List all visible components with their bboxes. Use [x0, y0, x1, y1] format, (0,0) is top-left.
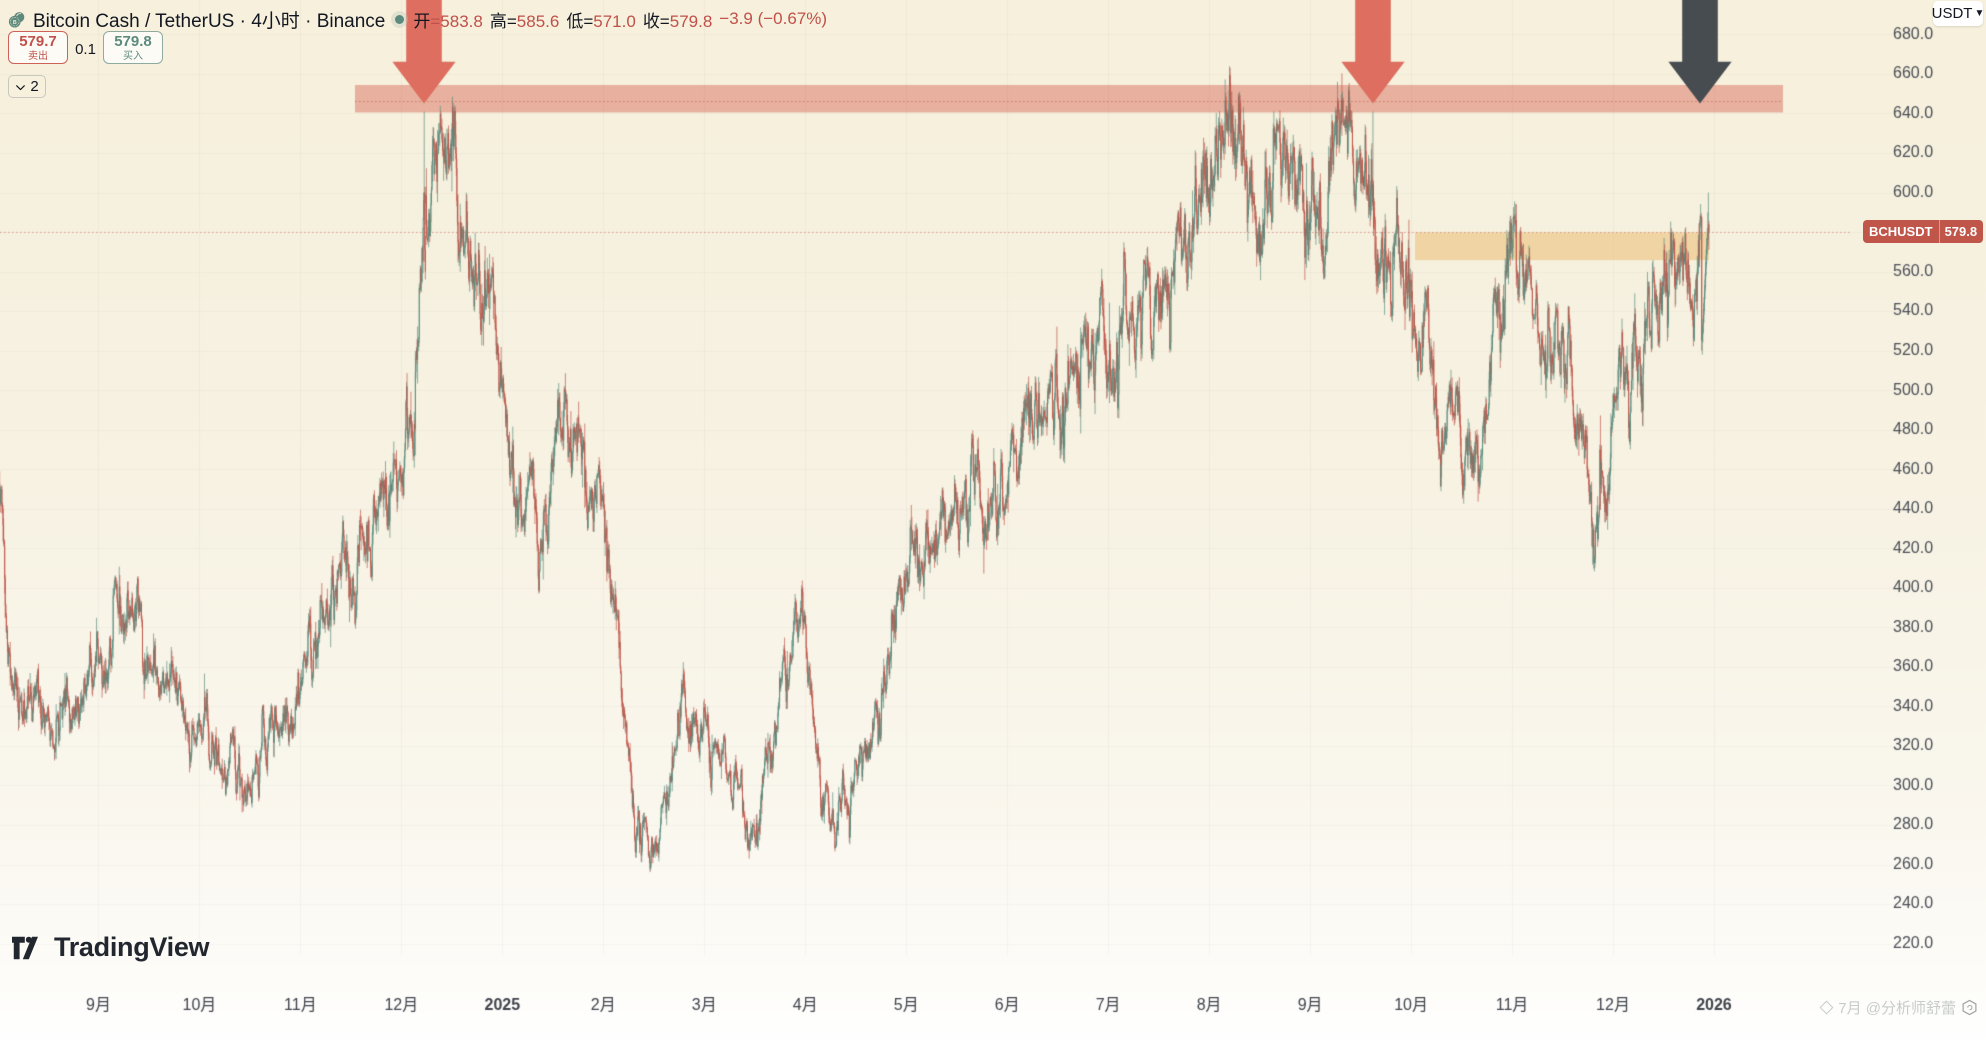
svg-text:B: B: [13, 20, 17, 26]
